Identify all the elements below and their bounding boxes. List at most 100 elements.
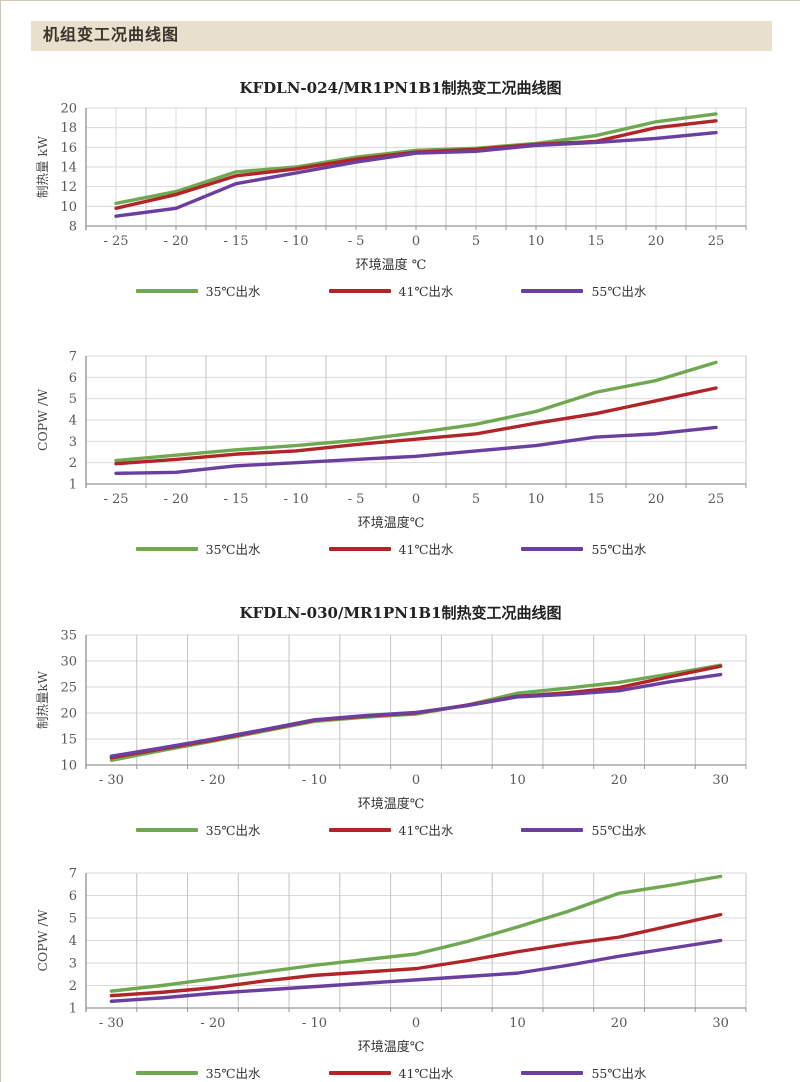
svg-text:4: 4 <box>69 934 77 949</box>
svg-text:4: 4 <box>69 414 77 429</box>
chart-030-heating-capacity-plot: 10 15 20 25 30 35 - 30 - 20 - 10 0 10 20 30 制热量kW <box>35 629 747 788</box>
svg-text:0: 0 <box>412 1016 420 1031</box>
chart-024-cop: 1 2 3 4 5 6 7 - 25 - 20 - 15 - 10 - 5 0 5 10 15 20 25 COPW… <box>1 348 800 558</box>
legend-item: 35℃出水 <box>135 820 261 839</box>
svg-text:- 10: - 10 <box>302 773 327 788</box>
svg-text:0: 0 <box>412 492 420 507</box>
chart-legend: 35℃出水 41℃出水 55℃出水 <box>31 820 751 839</box>
legend-swatch <box>328 1070 391 1075</box>
svg-text:10: 10 <box>509 1016 526 1031</box>
svg-text:10: 10 <box>509 773 526 788</box>
svg-text:- 15: - 15 <box>223 492 248 507</box>
chart-legend: 35℃出水 41℃出水 55℃出水 <box>31 539 751 558</box>
svg-text:10: 10 <box>60 759 77 774</box>
y-axis-label: 制热量 kW <box>35 136 50 198</box>
svg-text:20: 20 <box>648 492 665 507</box>
legend-label: 41℃出水 <box>398 542 454 557</box>
svg-text:- 20: - 20 <box>163 492 188 507</box>
svg-text:6: 6 <box>69 371 77 386</box>
y-axis-label: 制热量kW <box>35 671 50 729</box>
svg-text:- 5: - 5 <box>348 234 365 249</box>
svg-text:- 30: - 30 <box>99 773 124 788</box>
legend-swatch <box>135 827 198 832</box>
legend-label: 55℃出水 <box>591 1066 647 1081</box>
series-line-55℃出水 <box>109 672 723 758</box>
svg-text:30: 30 <box>60 655 77 670</box>
legend-swatch <box>135 546 198 551</box>
series-line-35℃出水 <box>114 360 718 463</box>
svg-text:20: 20 <box>60 707 77 722</box>
svg-text:0: 0 <box>412 234 420 249</box>
svg-text:5: 5 <box>69 912 77 927</box>
x-axis-title: 环境温度℃ <box>357 1040 425 1055</box>
chart-024-heating-capacity-plot: 8 10 12 14 16 18 20 - 25 - 20 - 15 - 10 - 5 0 5 10 15 20… <box>35 102 747 249</box>
svg-text:20: 20 <box>611 773 628 788</box>
svg-text:- 25: - 25 <box>103 234 128 249</box>
legend-label: 41℃出水 <box>398 284 454 299</box>
legend-swatch <box>521 288 584 293</box>
svg-text:35: 35 <box>60 629 77 644</box>
svg-text:25: 25 <box>708 492 725 507</box>
chart-024-heating-capacity: KFDLN-024/MR1PN1B1制热变工况曲线图 8 10 12 14 16 18 20… <box>1 77 800 300</box>
svg-text:6: 6 <box>69 889 77 904</box>
legend-item: 41℃出水 <box>328 1063 454 1082</box>
svg-text:25: 25 <box>708 234 725 249</box>
legend-label: 35℃出水 <box>205 284 261 299</box>
legend-swatch <box>521 1070 584 1075</box>
svg-text:- 25: - 25 <box>103 492 128 507</box>
legend-label: 41℃出水 <box>398 1066 454 1081</box>
svg-text:- 15: - 15 <box>223 234 248 249</box>
svg-text:18: 18 <box>60 121 77 136</box>
legend-item: 55℃出水 <box>521 820 646 839</box>
legend-label: 35℃出水 <box>205 823 261 838</box>
svg-text:20: 20 <box>60 102 77 117</box>
legend-swatch <box>328 827 391 832</box>
chart-030-heating-capacity: KFDLN-030/MR1PN1B1制热变工况曲线图 10 15 20 25 30 35 -… <box>1 602 800 839</box>
svg-text:2: 2 <box>69 456 77 471</box>
legend-item: 55℃出水 <box>521 1063 646 1082</box>
y-axis-label: COPW /W <box>35 389 50 451</box>
section-header-bar: 机组变工况曲线图 <box>31 21 772 51</box>
svg-text:- 30: - 30 <box>99 1016 124 1031</box>
svg-text:5: 5 <box>472 492 480 507</box>
svg-text:30: 30 <box>712 1016 729 1031</box>
svg-text:- 10: - 10 <box>302 1016 327 1031</box>
legend-item: 35℃出水 <box>135 539 261 558</box>
svg-text:- 5: - 5 <box>348 492 365 507</box>
svg-text:- 20: - 20 <box>200 1016 225 1031</box>
legend-swatch <box>135 288 198 293</box>
chart-title: KFDLN-030/MR1PN1B1制热变工况曲线图 <box>239 604 562 622</box>
svg-text:10: 10 <box>528 492 545 507</box>
legend-label: 35℃出水 <box>205 1066 261 1081</box>
chart-030-cop-plot: 1 2 3 4 5 6 7 - 30 - 20 - 10 0 10 20 30 COPW /W <box>35 867 747 1031</box>
svg-text:15: 15 <box>588 492 605 507</box>
x-axis-title: 环境温度℃ <box>357 797 425 812</box>
x-axis-title: 环境温度 ℃ <box>355 258 427 273</box>
svg-text:20: 20 <box>611 1016 628 1031</box>
chart-legend: 35℃出水 41℃出水 55℃出水 <box>31 1063 751 1082</box>
series-line-41℃出水 <box>109 912 723 998</box>
svg-text:3: 3 <box>69 957 77 972</box>
legend-swatch <box>521 827 584 832</box>
legend-label: 55℃出水 <box>591 542 647 557</box>
legend-item: 41℃出水 <box>328 539 454 558</box>
svg-text:1: 1 <box>69 478 77 493</box>
svg-text:5: 5 <box>69 392 77 407</box>
legend-label: 35℃出水 <box>205 542 261 557</box>
svg-text:30: 30 <box>712 773 729 788</box>
section-header-title: 机组变工况曲线图 <box>43 27 180 44</box>
series-line-55℃出水 <box>114 130 718 218</box>
legend-item: 55℃出水 <box>521 281 646 300</box>
svg-text:16: 16 <box>60 141 77 156</box>
svg-text:7: 7 <box>69 350 77 365</box>
series-line-55℃出水 <box>109 938 723 1003</box>
legend-label: 55℃出水 <box>591 284 647 299</box>
svg-text:15: 15 <box>60 733 77 748</box>
legend-swatch <box>328 288 391 293</box>
svg-text:10: 10 <box>60 200 77 215</box>
x-axis-title: 环境温度℃ <box>357 516 425 531</box>
svg-text:- 10: - 10 <box>283 492 308 507</box>
chart-title: KFDLN-024/MR1PN1B1制热变工况曲线图 <box>239 79 562 97</box>
